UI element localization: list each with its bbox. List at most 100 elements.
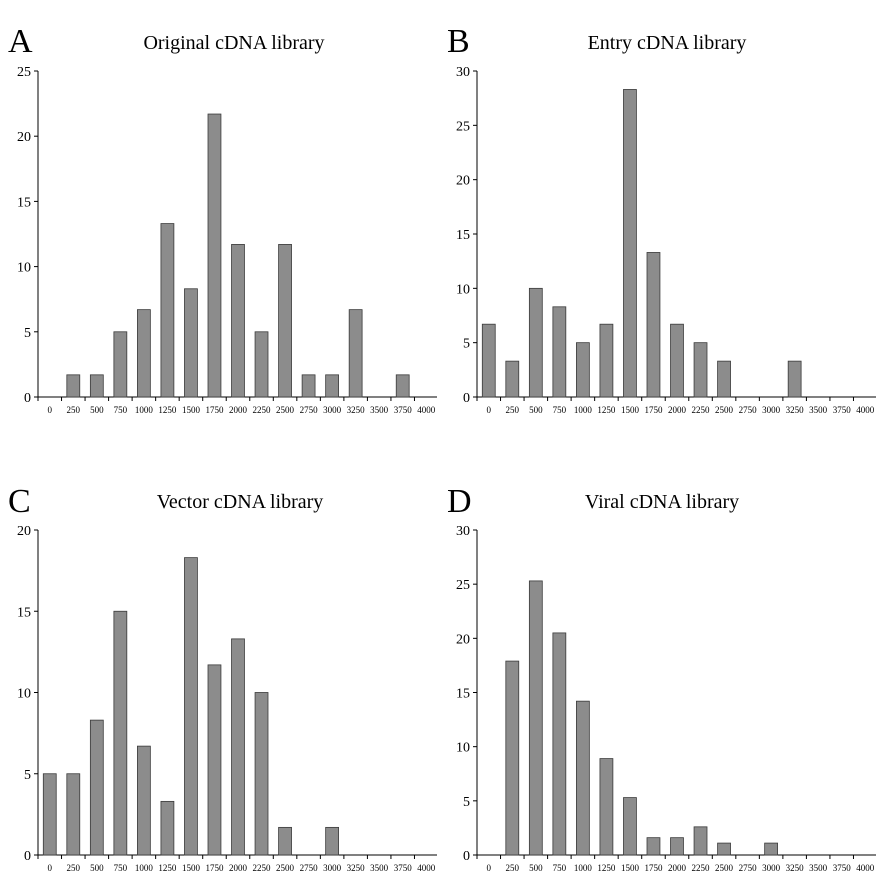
chart-title: Vector cDNA library bbox=[157, 491, 324, 513]
x-tick-label: 3000 bbox=[323, 405, 342, 415]
y-tick-label: 15 bbox=[456, 687, 470, 702]
bar bbox=[160, 223, 175, 398]
x-tick-label: 4000 bbox=[417, 405, 436, 415]
x-tick-label: 3500 bbox=[370, 405, 389, 415]
bar bbox=[623, 89, 637, 398]
bar bbox=[184, 288, 198, 398]
y-tick-label: 25 bbox=[17, 65, 31, 80]
x-tick-label: 250 bbox=[506, 863, 520, 873]
bar bbox=[278, 826, 292, 856]
y-tick-label: 20 bbox=[17, 524, 31, 539]
bar bbox=[113, 610, 128, 856]
x-tick-label: 3000 bbox=[762, 863, 781, 873]
y-tick-label: 0 bbox=[463, 849, 470, 864]
x-tick-label: 500 bbox=[529, 863, 543, 873]
x-tick-label: 750 bbox=[553, 405, 567, 415]
bar bbox=[599, 758, 614, 856]
y-tick-label: 0 bbox=[24, 391, 31, 406]
x-tick-label: 0 bbox=[487, 405, 492, 415]
chart-title: Original cDNA library bbox=[143, 32, 324, 54]
bar bbox=[66, 773, 81, 856]
chart-title: Viral cDNA library bbox=[585, 491, 739, 513]
bar bbox=[646, 252, 661, 398]
bar bbox=[137, 745, 151, 856]
bar bbox=[231, 638, 245, 856]
x-tick-label: 1500 bbox=[182, 863, 201, 873]
x-tick-label: 2000 bbox=[668, 863, 687, 873]
bar bbox=[552, 306, 567, 398]
y-tick-label: 30 bbox=[456, 65, 470, 80]
bar bbox=[89, 719, 104, 856]
bar bbox=[42, 773, 57, 856]
x-tick-label: 2250 bbox=[692, 863, 711, 873]
y-tick-label: 5 bbox=[463, 337, 470, 352]
bar bbox=[764, 842, 778, 856]
bar bbox=[528, 287, 543, 398]
bar bbox=[254, 692, 269, 856]
x-tick-label: 2500 bbox=[715, 863, 734, 873]
x-tick-label: 3000 bbox=[323, 863, 342, 873]
x-tick-label: 1500 bbox=[621, 405, 640, 415]
bar bbox=[717, 842, 731, 856]
x-tick-label: 1750 bbox=[205, 405, 224, 415]
bar bbox=[505, 660, 520, 856]
x-tick-label: 1250 bbox=[158, 405, 177, 415]
x-tick-label: 3750 bbox=[833, 863, 852, 873]
x-tick-label: 1250 bbox=[158, 863, 177, 873]
y-tick-label: 10 bbox=[456, 282, 470, 297]
x-tick-label: 750 bbox=[553, 863, 567, 873]
bar bbox=[254, 331, 269, 398]
x-tick-label: 1250 bbox=[597, 405, 616, 415]
x-tick-label: 4000 bbox=[417, 863, 436, 873]
x-tick-label: 3250 bbox=[786, 405, 805, 415]
x-tick-label: 2250 bbox=[253, 405, 272, 415]
y-tick-label: 10 bbox=[17, 687, 31, 702]
bar bbox=[599, 323, 614, 398]
y-tick-label: 5 bbox=[24, 326, 31, 341]
bar bbox=[670, 837, 684, 856]
x-tick-label: 750 bbox=[114, 405, 128, 415]
x-tick-label: 3250 bbox=[347, 863, 366, 873]
x-tick-label: 3250 bbox=[347, 405, 366, 415]
bar bbox=[787, 360, 802, 398]
bar bbox=[670, 323, 684, 398]
y-tick-label: 5 bbox=[463, 795, 470, 810]
bar bbox=[207, 113, 222, 398]
y-tick-label: 15 bbox=[456, 228, 470, 243]
y-tick-label: 30 bbox=[456, 524, 470, 539]
panel-letter: B bbox=[447, 23, 470, 60]
x-tick-label: 250 bbox=[67, 863, 81, 873]
bar bbox=[207, 664, 222, 856]
x-tick-label: 250 bbox=[67, 405, 81, 415]
x-tick-label: 500 bbox=[90, 405, 104, 415]
bar bbox=[623, 797, 637, 856]
x-tick-label: 500 bbox=[529, 405, 543, 415]
x-tick-label: 3500 bbox=[370, 863, 389, 873]
x-tick-label: 3750 bbox=[394, 863, 413, 873]
x-tick-label: 1500 bbox=[621, 863, 640, 873]
bar bbox=[348, 309, 363, 398]
chart-panel-d: D Viral cDNA library 0 5 10 15 20 25 30 0 250 500 75… bbox=[447, 483, 876, 873]
bar bbox=[325, 826, 339, 856]
bar bbox=[113, 331, 128, 398]
x-tick-label: 1500 bbox=[182, 405, 201, 415]
y-tick-label: 20 bbox=[17, 130, 31, 145]
bar bbox=[693, 342, 708, 398]
bar bbox=[528, 580, 543, 856]
x-tick-label: 2000 bbox=[229, 405, 248, 415]
bar bbox=[231, 244, 245, 398]
chart-title: Entry cDNA library bbox=[588, 32, 747, 54]
x-tick-label: 0 bbox=[48, 405, 53, 415]
bar bbox=[184, 557, 198, 856]
x-tick-label: 4000 bbox=[856, 863, 875, 873]
y-tick-label: 5 bbox=[24, 768, 31, 783]
chart-panel-c: C Vector cDNA library 0 5 10 15 20 0 250 500 750 10… bbox=[8, 483, 437, 873]
y-tick-label: 0 bbox=[463, 391, 470, 406]
x-tick-label: 3250 bbox=[786, 863, 805, 873]
x-tick-label: 500 bbox=[90, 863, 104, 873]
x-tick-label: 1000 bbox=[574, 863, 593, 873]
bar bbox=[646, 837, 661, 856]
x-tick-label: 2750 bbox=[300, 405, 319, 415]
